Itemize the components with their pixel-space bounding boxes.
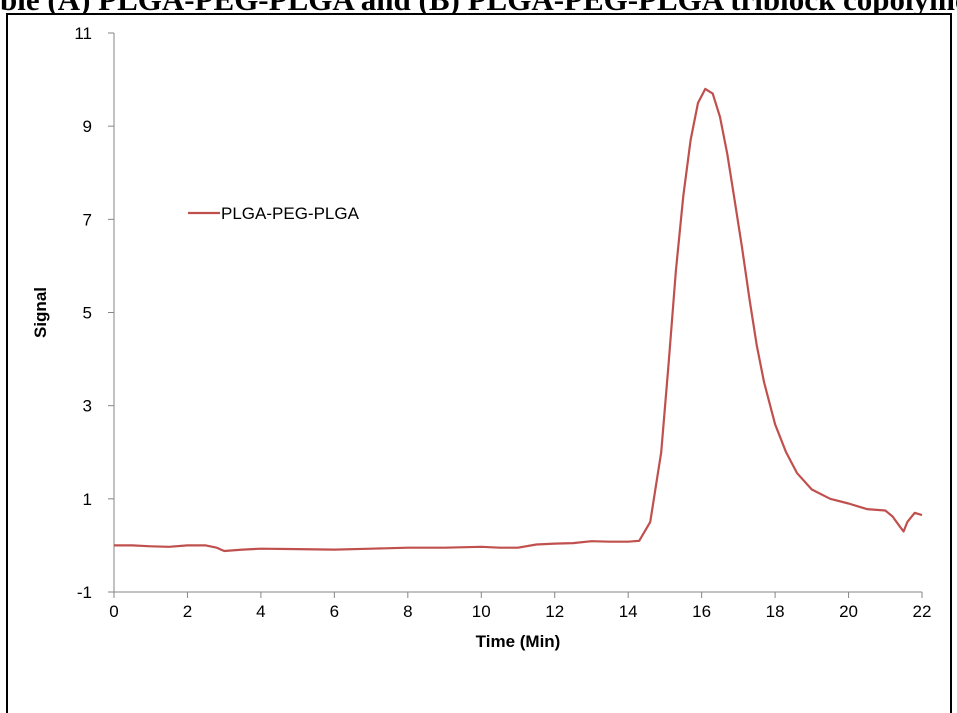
legend: PLGA-PEG-PLGA [188,204,360,223]
x-tick-label: 0 [109,602,118,621]
y-tick-label: 5 [83,304,92,323]
x-tick-label: 12 [545,602,564,621]
x-tick-label: 14 [619,602,638,621]
x-tick-label: 6 [330,602,339,621]
y-tick-label: 3 [83,397,92,416]
x-tick-label: 16 [692,602,711,621]
axes [108,32,923,598]
x-tick-label: 8 [403,602,412,621]
y-tick-label: 9 [83,117,92,136]
y-tick-label: 1 [83,490,92,509]
x-tick-label: 18 [766,602,785,621]
y-axis-label: Signal [31,287,50,338]
x-tick-label: 22 [913,602,932,621]
x-tick-label: 2 [183,602,192,621]
x-tick-labels: 0 2 4 6 8 10 12 14 16 18 20 22 [109,602,931,621]
series-layer [114,87,923,553]
legend-label: PLGA-PEG-PLGA [221,204,360,223]
series-line-0 [114,87,923,553]
x-axis-label: Time (Min) [476,632,561,651]
y-tick-labels: -1 1 3 5 7 9 11 [74,24,92,602]
y-tick-label: 7 [83,210,92,229]
y-tick-label: -1 [77,583,92,602]
figure-frame [6,13,952,713]
x-tick-label: 4 [256,602,265,621]
cropped-caption: ble (A) PLGA-PEG-PLGA and (B) PLGA-PEG-P… [0,0,957,13]
x-tick-label: 10 [472,602,491,621]
x-tick-label: 20 [839,602,858,621]
y-tick-label: 11 [74,24,92,43]
